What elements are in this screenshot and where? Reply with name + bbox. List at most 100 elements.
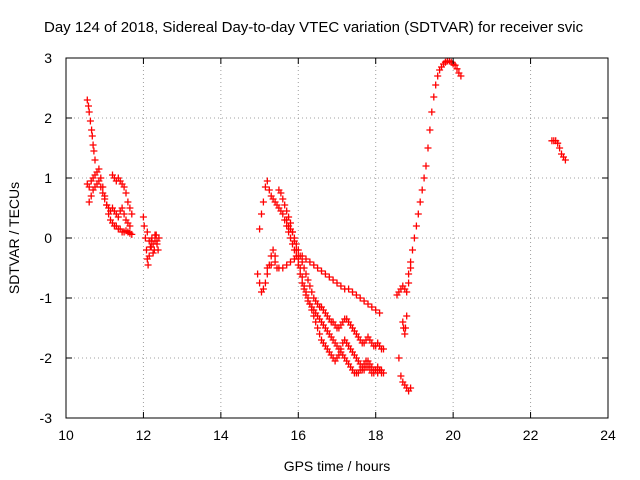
data-point	[308, 306, 316, 314]
data-point	[85, 108, 93, 116]
series-seg3d	[283, 216, 387, 353]
data-point	[86, 117, 94, 125]
data-point	[95, 177, 103, 185]
data-point	[128, 210, 136, 218]
data-point	[143, 246, 150, 254]
data-point	[407, 264, 415, 272]
y-tick-label: 3	[44, 50, 52, 66]
data-point	[316, 330, 324, 338]
data-point	[261, 279, 269, 287]
data-point	[325, 273, 333, 281]
y-axis-label: SDTVAR / TECUs	[6, 182, 22, 294]
data-point	[263, 264, 271, 272]
data-point	[85, 102, 92, 110]
data-point	[279, 264, 287, 272]
data-point	[290, 234, 298, 242]
data-point	[306, 258, 314, 266]
data-point	[149, 249, 157, 257]
data-point	[372, 306, 380, 314]
data-point	[337, 345, 345, 353]
data-point	[277, 189, 285, 197]
x-tick-label: 14	[213, 427, 229, 443]
data-point	[395, 354, 403, 362]
data-point	[428, 108, 436, 116]
data-point	[143, 228, 151, 236]
y-tick-label: 0	[44, 230, 52, 246]
series-seg1c	[85, 177, 134, 230]
data-point	[364, 300, 372, 308]
series-seg1a	[83, 96, 99, 164]
data-point	[89, 141, 97, 149]
data-point	[124, 198, 132, 206]
data-point	[83, 96, 91, 104]
data-point	[335, 351, 343, 359]
data-point	[302, 255, 310, 263]
data-point	[283, 216, 291, 224]
x-tick-label: 10	[58, 427, 74, 443]
data-point	[120, 210, 128, 218]
data-point	[414, 210, 422, 218]
series-seg3e	[263, 252, 384, 317]
data-point	[380, 345, 387, 353]
data-point	[271, 252, 279, 260]
y-tick-label: 2	[44, 110, 52, 126]
data-point	[424, 144, 432, 152]
data-point	[259, 285, 267, 293]
data-point	[310, 312, 318, 320]
data-point	[403, 288, 411, 296]
data-point	[426, 126, 434, 134]
data-point	[405, 279, 413, 287]
data-point	[261, 183, 269, 191]
x-tick-label: 12	[136, 427, 152, 443]
data-point	[85, 198, 93, 206]
data-point	[265, 186, 273, 194]
data-point	[376, 309, 384, 317]
data-point	[298, 258, 306, 266]
data-point	[352, 291, 360, 299]
data-point	[422, 162, 430, 170]
data-point	[90, 147, 98, 155]
series-seg2	[139, 213, 163, 269]
data-point	[88, 132, 96, 140]
data-point	[271, 258, 279, 266]
data-point	[147, 243, 155, 251]
data-point	[402, 324, 409, 332]
data-point	[321, 270, 329, 278]
data-point	[97, 183, 105, 191]
data-point	[263, 270, 271, 278]
data-point	[312, 318, 320, 326]
data-point	[126, 222, 134, 230]
data-point	[434, 72, 442, 80]
data-point	[153, 237, 161, 245]
data-point	[430, 93, 438, 101]
data-point	[409, 246, 416, 254]
data-point	[287, 258, 294, 266]
x-axis-label: GPS time / hours	[284, 458, 391, 474]
data-point	[145, 252, 153, 260]
series-seg3c	[275, 186, 387, 377]
data-point	[302, 270, 310, 278]
data-point	[403, 312, 411, 320]
data-point	[281, 201, 289, 209]
y-tick-label: -2	[40, 350, 53, 366]
data-point	[314, 264, 322, 272]
series-seg4a	[393, 264, 415, 299]
data-point	[126, 204, 134, 212]
data-point	[114, 213, 122, 221]
data-point	[290, 255, 298, 263]
data-point	[120, 183, 128, 191]
y-tick-label: 1	[44, 170, 52, 186]
data-point	[91, 156, 99, 164]
data-point	[95, 165, 103, 173]
y-tick-label: -1	[40, 290, 53, 306]
series-seg4b	[395, 354, 415, 395]
data-point	[267, 261, 275, 269]
data-point	[333, 279, 341, 287]
data-point	[101, 195, 109, 203]
series-seg6	[548, 137, 569, 164]
data-point	[349, 288, 356, 296]
data-point	[88, 126, 96, 134]
data-point	[360, 297, 368, 305]
data-point	[279, 210, 287, 218]
